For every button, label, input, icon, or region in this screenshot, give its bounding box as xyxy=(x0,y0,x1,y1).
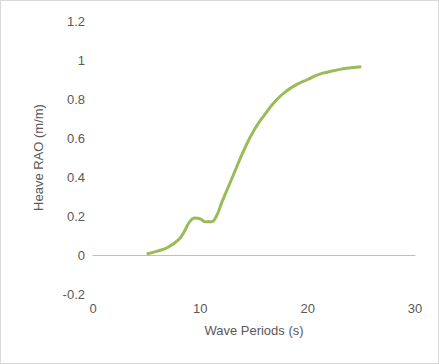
svg-text:-0.2: -0.2 xyxy=(63,287,85,302)
svg-text:0: 0 xyxy=(89,301,96,316)
svg-text:Heave RAO (m/m): Heave RAO (m/m) xyxy=(31,104,46,211)
svg-text:1: 1 xyxy=(78,53,85,68)
svg-text:10: 10 xyxy=(193,301,207,316)
svg-text:0.8: 0.8 xyxy=(67,92,85,107)
svg-text:0.2: 0.2 xyxy=(67,209,85,224)
svg-text:0.6: 0.6 xyxy=(67,131,85,146)
svg-text:30: 30 xyxy=(408,301,422,316)
svg-text:20: 20 xyxy=(300,301,314,316)
svg-text:0: 0 xyxy=(78,248,85,263)
svg-text:Wave Periods (s): Wave Periods (s) xyxy=(204,323,303,338)
svg-text:1.2: 1.2 xyxy=(67,14,85,29)
svg-text:0.4: 0.4 xyxy=(67,170,85,185)
